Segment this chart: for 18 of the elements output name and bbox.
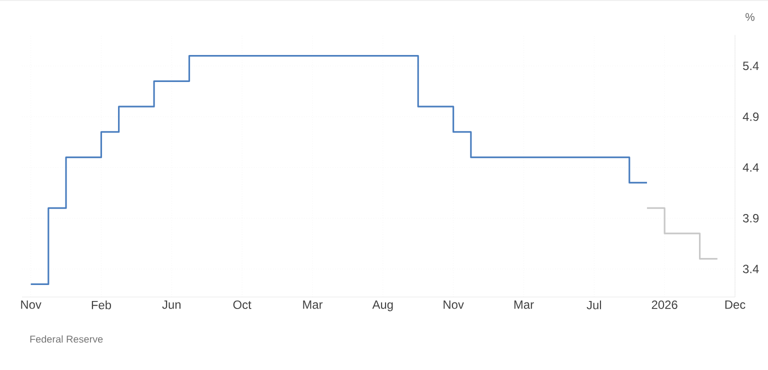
x-tick-label: Dec bbox=[725, 300, 746, 309]
y-tick-label: 4.9 bbox=[742, 112, 759, 121]
x-tick-label: Mar bbox=[303, 300, 323, 309]
text: Federal Reserve bbox=[30, 335, 103, 343]
x-tick-label: Oct bbox=[233, 300, 252, 309]
y-tick-label: 5.4 bbox=[743, 62, 759, 70]
x-tick-label: Feb bbox=[92, 300, 112, 310]
y-tick-label: 4.4 bbox=[742, 163, 759, 172]
x-tick-label: Jul bbox=[586, 300, 602, 310]
x-tick-label: Aug bbox=[372, 300, 393, 312]
x-tick-label: Nov bbox=[21, 300, 42, 309]
y-axis-title: % bbox=[746, 13, 754, 21]
y-tick-label: 3.9 bbox=[742, 214, 759, 222]
x-tick-label: 2026 bbox=[652, 300, 678, 309]
x-tick-label: Nov bbox=[444, 300, 464, 309]
y-tick-label: 3.4 bbox=[742, 264, 759, 274]
x-tick-label: Mar bbox=[514, 300, 534, 309]
x-tick-label: Jun bbox=[162, 300, 181, 309]
